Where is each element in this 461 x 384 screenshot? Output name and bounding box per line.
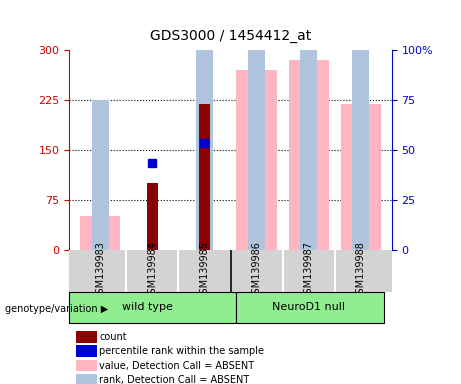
Bar: [196, 0, 213, 250]
Text: GSM139988: GSM139988: [355, 241, 366, 300]
FancyBboxPatch shape: [69, 292, 236, 323]
Text: GSM139986: GSM139986: [252, 241, 261, 300]
Bar: [341, 104, 381, 250]
FancyBboxPatch shape: [76, 346, 97, 357]
Text: GSM139985: GSM139985: [200, 241, 209, 300]
FancyBboxPatch shape: [236, 292, 384, 323]
Text: GDS3000 / 1454412_at: GDS3000 / 1454412_at: [150, 29, 311, 43]
Text: rank, Detection Call = ABSENT: rank, Detection Call = ABSENT: [100, 375, 250, 384]
Bar: [199, 104, 210, 250]
Bar: [248, 0, 265, 250]
Bar: [236, 70, 277, 250]
Text: genotype/variation ▶: genotype/variation ▶: [5, 304, 108, 314]
FancyBboxPatch shape: [76, 331, 97, 343]
Bar: [301, 0, 317, 250]
Text: GSM139987: GSM139987: [304, 241, 313, 300]
Text: wild type: wild type: [122, 302, 173, 312]
Text: GSM139983: GSM139983: [95, 241, 106, 300]
Bar: [80, 216, 120, 250]
Bar: [289, 60, 329, 250]
Text: value, Detection Call = ABSENT: value, Detection Call = ABSENT: [100, 361, 254, 371]
FancyBboxPatch shape: [76, 374, 97, 384]
FancyBboxPatch shape: [76, 360, 97, 371]
Bar: [352, 0, 369, 250]
Text: count: count: [100, 332, 127, 342]
Text: GSM139984: GSM139984: [148, 241, 157, 300]
Bar: [147, 183, 158, 250]
Text: NeuroD1 null: NeuroD1 null: [272, 302, 345, 312]
Text: percentile rank within the sample: percentile rank within the sample: [100, 346, 265, 356]
Bar: [92, 100, 109, 250]
